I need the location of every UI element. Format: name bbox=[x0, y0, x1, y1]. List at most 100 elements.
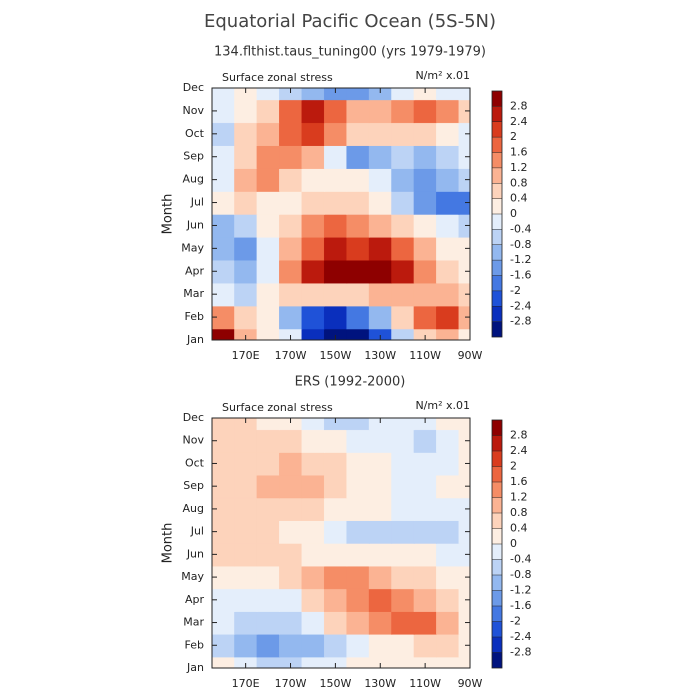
contour-cell bbox=[279, 588, 303, 612]
y-tick-label: Apr bbox=[185, 264, 205, 277]
panel-label: Surface zonal stress bbox=[222, 71, 333, 84]
contour-cell bbox=[301, 451, 325, 476]
contour-cell bbox=[256, 429, 281, 453]
y-tick-label: Jan bbox=[186, 661, 204, 674]
contour-cell bbox=[458, 213, 470, 238]
contour-cell bbox=[413, 190, 438, 215]
contour-cell bbox=[323, 520, 348, 544]
contour-cell bbox=[279, 259, 303, 284]
contour-cell bbox=[413, 213, 438, 238]
contour-cell bbox=[391, 99, 415, 124]
contour-cell bbox=[234, 474, 258, 499]
colorbar-label: 2.8 bbox=[510, 429, 528, 442]
y-tick-label: Apr bbox=[185, 593, 205, 606]
y-tick-label: Jan bbox=[186, 333, 204, 346]
contour-cell bbox=[458, 328, 470, 340]
x-tick-label: 170W bbox=[275, 677, 307, 690]
contour-cell bbox=[323, 429, 348, 453]
contour-cell bbox=[301, 259, 325, 284]
contour-cell bbox=[234, 259, 258, 284]
contour-cell bbox=[436, 99, 460, 124]
contour-cell bbox=[436, 565, 460, 590]
contour-cell bbox=[368, 259, 393, 284]
colorbar-box bbox=[492, 275, 502, 291]
contour-cell bbox=[301, 429, 325, 453]
figure-title: Equatorial Pacific Ocean (5S-5N) bbox=[204, 11, 496, 32]
colorbar-label: 1.2 bbox=[510, 491, 528, 504]
colorbar-label: 2.8 bbox=[510, 99, 528, 112]
colorbar-box bbox=[492, 420, 502, 436]
contour-cell bbox=[391, 282, 415, 307]
y-tick-label: Sep bbox=[183, 150, 204, 163]
contour-cell bbox=[458, 145, 470, 169]
contour-cell bbox=[391, 497, 415, 521]
contour-cell bbox=[436, 190, 460, 215]
contour-cell bbox=[413, 610, 438, 635]
contour-cell bbox=[301, 474, 325, 499]
contour-cell bbox=[346, 305, 370, 330]
contour-cell bbox=[256, 474, 281, 499]
contour-cell bbox=[436, 282, 460, 307]
contour-cell bbox=[346, 451, 370, 476]
colorbar-box bbox=[492, 183, 502, 199]
contour-cell bbox=[234, 588, 258, 612]
contour-cell bbox=[323, 305, 348, 330]
contour-cell bbox=[279, 145, 303, 169]
contour-cell bbox=[368, 565, 393, 590]
contour-cell bbox=[323, 145, 348, 169]
contour-cell bbox=[413, 167, 438, 192]
colorbar-box bbox=[492, 435, 502, 451]
contour-cell bbox=[436, 122, 460, 146]
contour-cell bbox=[323, 259, 348, 284]
contour-cell bbox=[346, 588, 370, 612]
colorbar-label: 0.4 bbox=[510, 522, 528, 535]
colorbar-label: 0 bbox=[510, 207, 517, 220]
contour-cell bbox=[301, 99, 325, 124]
contour-cell bbox=[279, 167, 303, 192]
contour-cell bbox=[234, 99, 258, 124]
contour-cell bbox=[458, 520, 470, 544]
contour-cell bbox=[256, 122, 281, 146]
contour-cell bbox=[256, 167, 281, 192]
contour-cell bbox=[256, 213, 281, 238]
contour-cell bbox=[234, 565, 258, 590]
contour-cell bbox=[436, 213, 460, 238]
colorbar-label: -0.8 bbox=[510, 568, 531, 581]
colorbar-box bbox=[492, 306, 502, 322]
contour-cell bbox=[346, 190, 370, 215]
contour-cell bbox=[413, 565, 438, 590]
contour-cell bbox=[413, 588, 438, 612]
colorbar-box bbox=[492, 214, 502, 230]
contour-cell bbox=[301, 282, 325, 307]
contour-cell bbox=[234, 190, 258, 215]
y-tick-label: Nov bbox=[183, 104, 205, 117]
contour-cell bbox=[279, 99, 303, 124]
contour-cell bbox=[391, 451, 415, 476]
colorbar-label: -0.4 bbox=[510, 222, 531, 235]
colorbar-label: 0 bbox=[510, 537, 517, 550]
colorbar-box bbox=[492, 528, 502, 544]
contour-cell bbox=[391, 259, 415, 284]
contour-cell bbox=[346, 122, 370, 146]
units-label: N/m² x.01 bbox=[415, 399, 470, 412]
y-tick-label: Jul bbox=[190, 196, 204, 209]
contour-cell bbox=[391, 236, 415, 261]
contour-cell bbox=[234, 167, 258, 192]
colorbar-box bbox=[492, 321, 502, 337]
contour-cell bbox=[436, 259, 460, 284]
contour-cell bbox=[368, 497, 393, 521]
contour-cell bbox=[346, 520, 370, 544]
colorbar-box bbox=[492, 167, 502, 184]
contour-cell bbox=[279, 497, 303, 521]
contour-cell bbox=[458, 451, 470, 476]
contour-cell bbox=[458, 474, 470, 499]
contour-cell bbox=[301, 497, 325, 521]
contour-cell bbox=[256, 259, 281, 284]
contour-cell bbox=[391, 429, 415, 453]
contour-cell bbox=[436, 588, 460, 612]
contour-cell bbox=[346, 145, 370, 169]
contour-cell bbox=[368, 167, 393, 192]
colorbar-box bbox=[492, 451, 502, 467]
contour-cell bbox=[346, 282, 370, 307]
contour-cell bbox=[458, 259, 470, 284]
